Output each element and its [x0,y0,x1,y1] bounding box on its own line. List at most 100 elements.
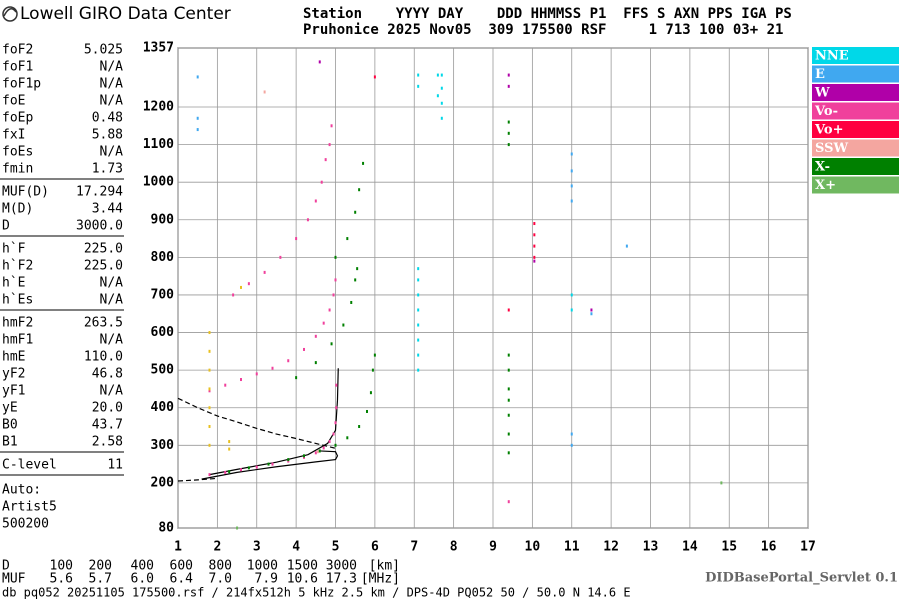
param-value: 0.48 [92,111,123,126]
echo-point [287,458,290,462]
y-tick-label: 200 [151,475,175,490]
echo-point [295,237,298,241]
echo-point [196,75,199,79]
legend-label: X- [815,160,830,175]
echo-point [303,455,305,459]
param-label: foEs [2,145,33,160]
echo-point [362,161,365,165]
legend-label: SSW [815,141,848,156]
legend-swatch [812,139,899,157]
dmuf-cell: 7.9 [255,572,278,587]
y-tick-label: 400 [151,400,175,415]
param-label: C-level [2,458,57,473]
param-label: yF1 [2,384,25,399]
echo-point [228,440,231,444]
echo-point [507,451,510,455]
y-tick-label: 1357 [143,41,174,56]
echo-point [507,308,510,312]
echo-point [507,84,510,88]
param-value: 5.88 [92,128,123,143]
echo-point [232,293,235,297]
param-label: hmE [2,350,25,365]
echo-point [208,387,211,391]
echo-point [371,368,374,372]
param-value: 225.0 [84,259,123,274]
echo-point [507,120,510,124]
legend-swatch [812,65,899,83]
x-tick-label: 8 [450,540,458,555]
echo-point [271,462,274,466]
echo-point [507,432,510,436]
param-value: N/A [100,77,124,92]
dmuf-cell: MUF [2,572,26,587]
param-value: N/A [100,276,124,291]
param-label: foEp [2,111,33,126]
param-label: yF2 [2,367,25,382]
echo-point [224,383,227,387]
echo-point [590,308,593,312]
param-value: 11 [107,458,123,473]
param-value: 2.58 [92,435,123,450]
echo-point [314,199,317,203]
echo-point [196,116,199,120]
echo-point [263,90,266,94]
echo-point [322,446,325,450]
dmuf-cell: 17.3 [326,572,357,587]
echo-point [440,101,443,105]
echo-point [570,293,573,297]
param-value: 46.8 [92,367,123,382]
echo-point [358,188,361,192]
echo-point [417,308,420,312]
dmuf-cell: 1500 [287,559,318,574]
echo-point [255,465,258,469]
echo-point [267,462,270,466]
echo-point [240,468,242,472]
echo-point [318,449,321,453]
x-tick-label: 13 [643,540,659,555]
auto-text: Auto: [2,483,41,498]
echo-point [533,222,536,226]
param-value: 5.025 [84,43,123,58]
echo-point [590,312,593,316]
echo-point [533,255,536,259]
echo-point [330,342,333,346]
logo-icon [2,6,18,22]
dmuf-cell: [km] [369,559,400,574]
param-value: N/A [100,94,124,109]
echo-point [334,278,337,282]
param-value: 20.0 [92,401,123,416]
echo-point [373,353,376,357]
param-label: h`E [2,276,25,291]
dmuf-cell: 6.4 [170,572,194,587]
echo-point [314,451,317,455]
y-tick-label: 800 [151,250,175,265]
echo-point [440,86,443,90]
x-tick-label: 14 [682,540,698,555]
legend-swatch [812,121,899,138]
echo-point [208,443,211,447]
dmuf-cell: 200 [89,559,112,574]
echo-point [533,259,536,263]
y-tick-label: 1000 [143,175,174,190]
echo-point [570,199,573,203]
echo-point [328,308,331,312]
param-value: N/A [100,333,124,348]
echo-point [507,353,510,357]
echo-point [417,323,420,327]
echo-point [570,308,573,312]
header-line: Pruhonice 2025 Nov05 309 175500 RSF 1 71… [303,22,783,38]
param-value: N/A [100,145,124,160]
legend-label: Vo- [814,104,838,119]
dmuf-cell: 800 [209,559,232,574]
echo-point [346,436,349,440]
x-tick-label: 1 [174,540,182,555]
x-tick-label: 2 [213,540,221,555]
param-value: N/A [100,60,124,75]
echo-point [279,255,282,259]
x-tick-label: 12 [603,540,619,555]
echo-point [208,473,211,477]
echo-point [303,454,305,458]
param-value: 1.73 [92,162,123,177]
param-label: M(D) [2,202,33,217]
echo-point [625,244,628,248]
